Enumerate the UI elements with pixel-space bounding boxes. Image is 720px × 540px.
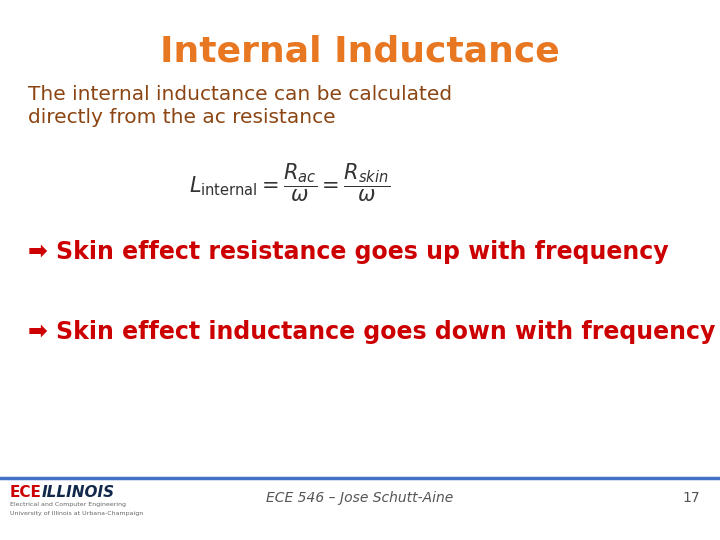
Text: ILLINOIS: ILLINOIS [42,485,115,500]
Text: Electrical and Computer Engineering: Electrical and Computer Engineering [10,502,126,507]
Text: Internal Inductance: Internal Inductance [160,35,560,69]
Text: 17: 17 [683,491,700,505]
Text: $L_{\mathrm{internal}} = \dfrac{R_{ac}}{\omega} = \dfrac{R_{skin}}{\omega}$: $L_{\mathrm{internal}} = \dfrac{R_{ac}}{… [189,162,390,204]
Text: The internal inductance can be calculated: The internal inductance can be calculate… [28,85,452,104]
Text: University of Illinois at Urbana-Champaign: University of Illinois at Urbana-Champai… [10,511,143,516]
Text: ECE: ECE [10,485,42,500]
Text: ➡ Skin effect inductance goes down with frequency: ➡ Skin effect inductance goes down with … [28,320,716,344]
Text: ECE 546 – Jose Schutt-Aine: ECE 546 – Jose Schutt-Aine [266,491,454,505]
Text: ➡ Skin effect resistance goes up with frequency: ➡ Skin effect resistance goes up with fr… [28,240,669,264]
Text: directly from the ac resistance: directly from the ac resistance [28,108,336,127]
